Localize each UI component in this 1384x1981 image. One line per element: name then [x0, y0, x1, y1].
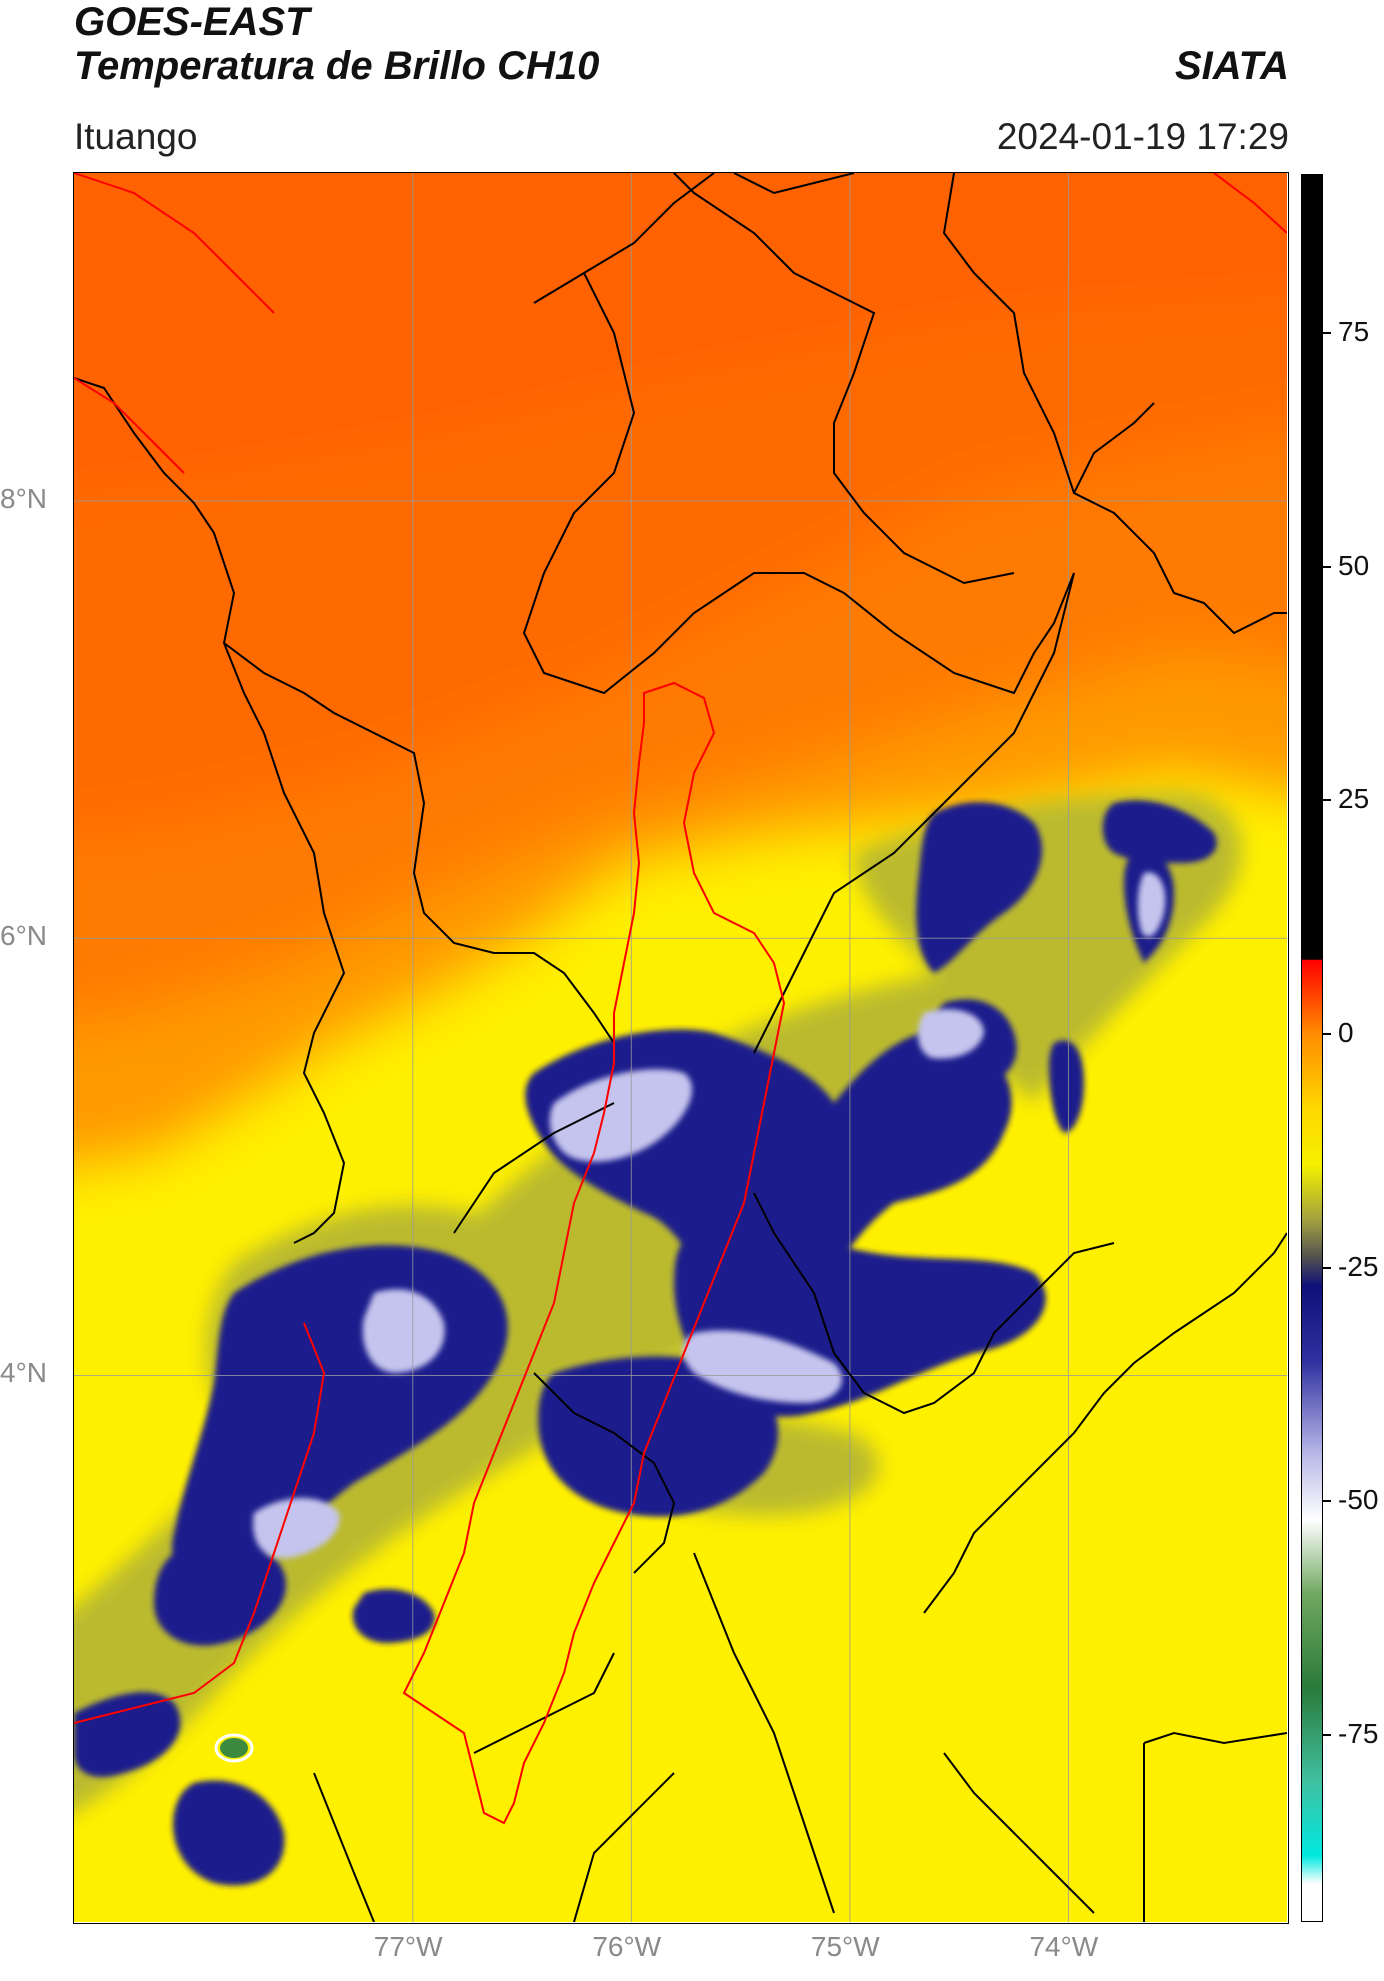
- lon-label-75: 75°W: [810, 1931, 880, 1962]
- datetime-label: 2024-01-19 17:29: [996, 116, 1289, 157]
- lon-label-74: 74°W: [1029, 1931, 1099, 1962]
- colorbar-tick-mark: [1323, 1032, 1331, 1035]
- lat-label-6: 6°N: [0, 920, 47, 952]
- colorbar-tick-mark: [1323, 799, 1331, 802]
- colorbar-tick-mark: [1323, 331, 1331, 334]
- colorbar-label-minus75: -75: [1338, 1718, 1379, 1750]
- lat-label-8: 8°N: [0, 482, 47, 514]
- colorbar-tick-mark: [1323, 1266, 1331, 1269]
- org-label: SIATA: [1174, 44, 1289, 88]
- colorbar: [1301, 174, 1323, 1922]
- colorbar-label-25: 25: [1338, 783, 1370, 815]
- cloud-cores: [253, 872, 1166, 1559]
- satellite-map: [73, 172, 1289, 1924]
- red-borders: [74, 173, 1287, 1825]
- colorbar-label-50: 50: [1338, 549, 1370, 581]
- title-product: Temperatura de Brillo CH10: [74, 44, 600, 88]
- lat-label-4: 4°N: [0, 1357, 47, 1389]
- colorbar-label-0: 0: [1338, 1016, 1354, 1048]
- lon-label-77: 77°W: [373, 1931, 443, 1962]
- department-borders: [74, 173, 1287, 1922]
- orange-warm-zone: [74, 173, 1287, 1165]
- title-satellite: GOES-EAST: [74, 0, 310, 44]
- colorbar-label-75: 75: [1338, 315, 1370, 347]
- cloud-green-core: [220, 1738, 248, 1758]
- colorbar-label-minus50: -50: [1338, 1484, 1379, 1516]
- graticule: [74, 173, 1287, 1922]
- colorbar-tick-mark: [1323, 565, 1331, 568]
- colorbar-tick-mark: [1323, 1734, 1331, 1737]
- lon-label-76: 76°W: [592, 1931, 662, 1962]
- colorbar-tick-mark: [1323, 1500, 1331, 1503]
- colorbar-label-minus25: -25: [1338, 1250, 1379, 1282]
- region-label: Ituango: [74, 116, 198, 157]
